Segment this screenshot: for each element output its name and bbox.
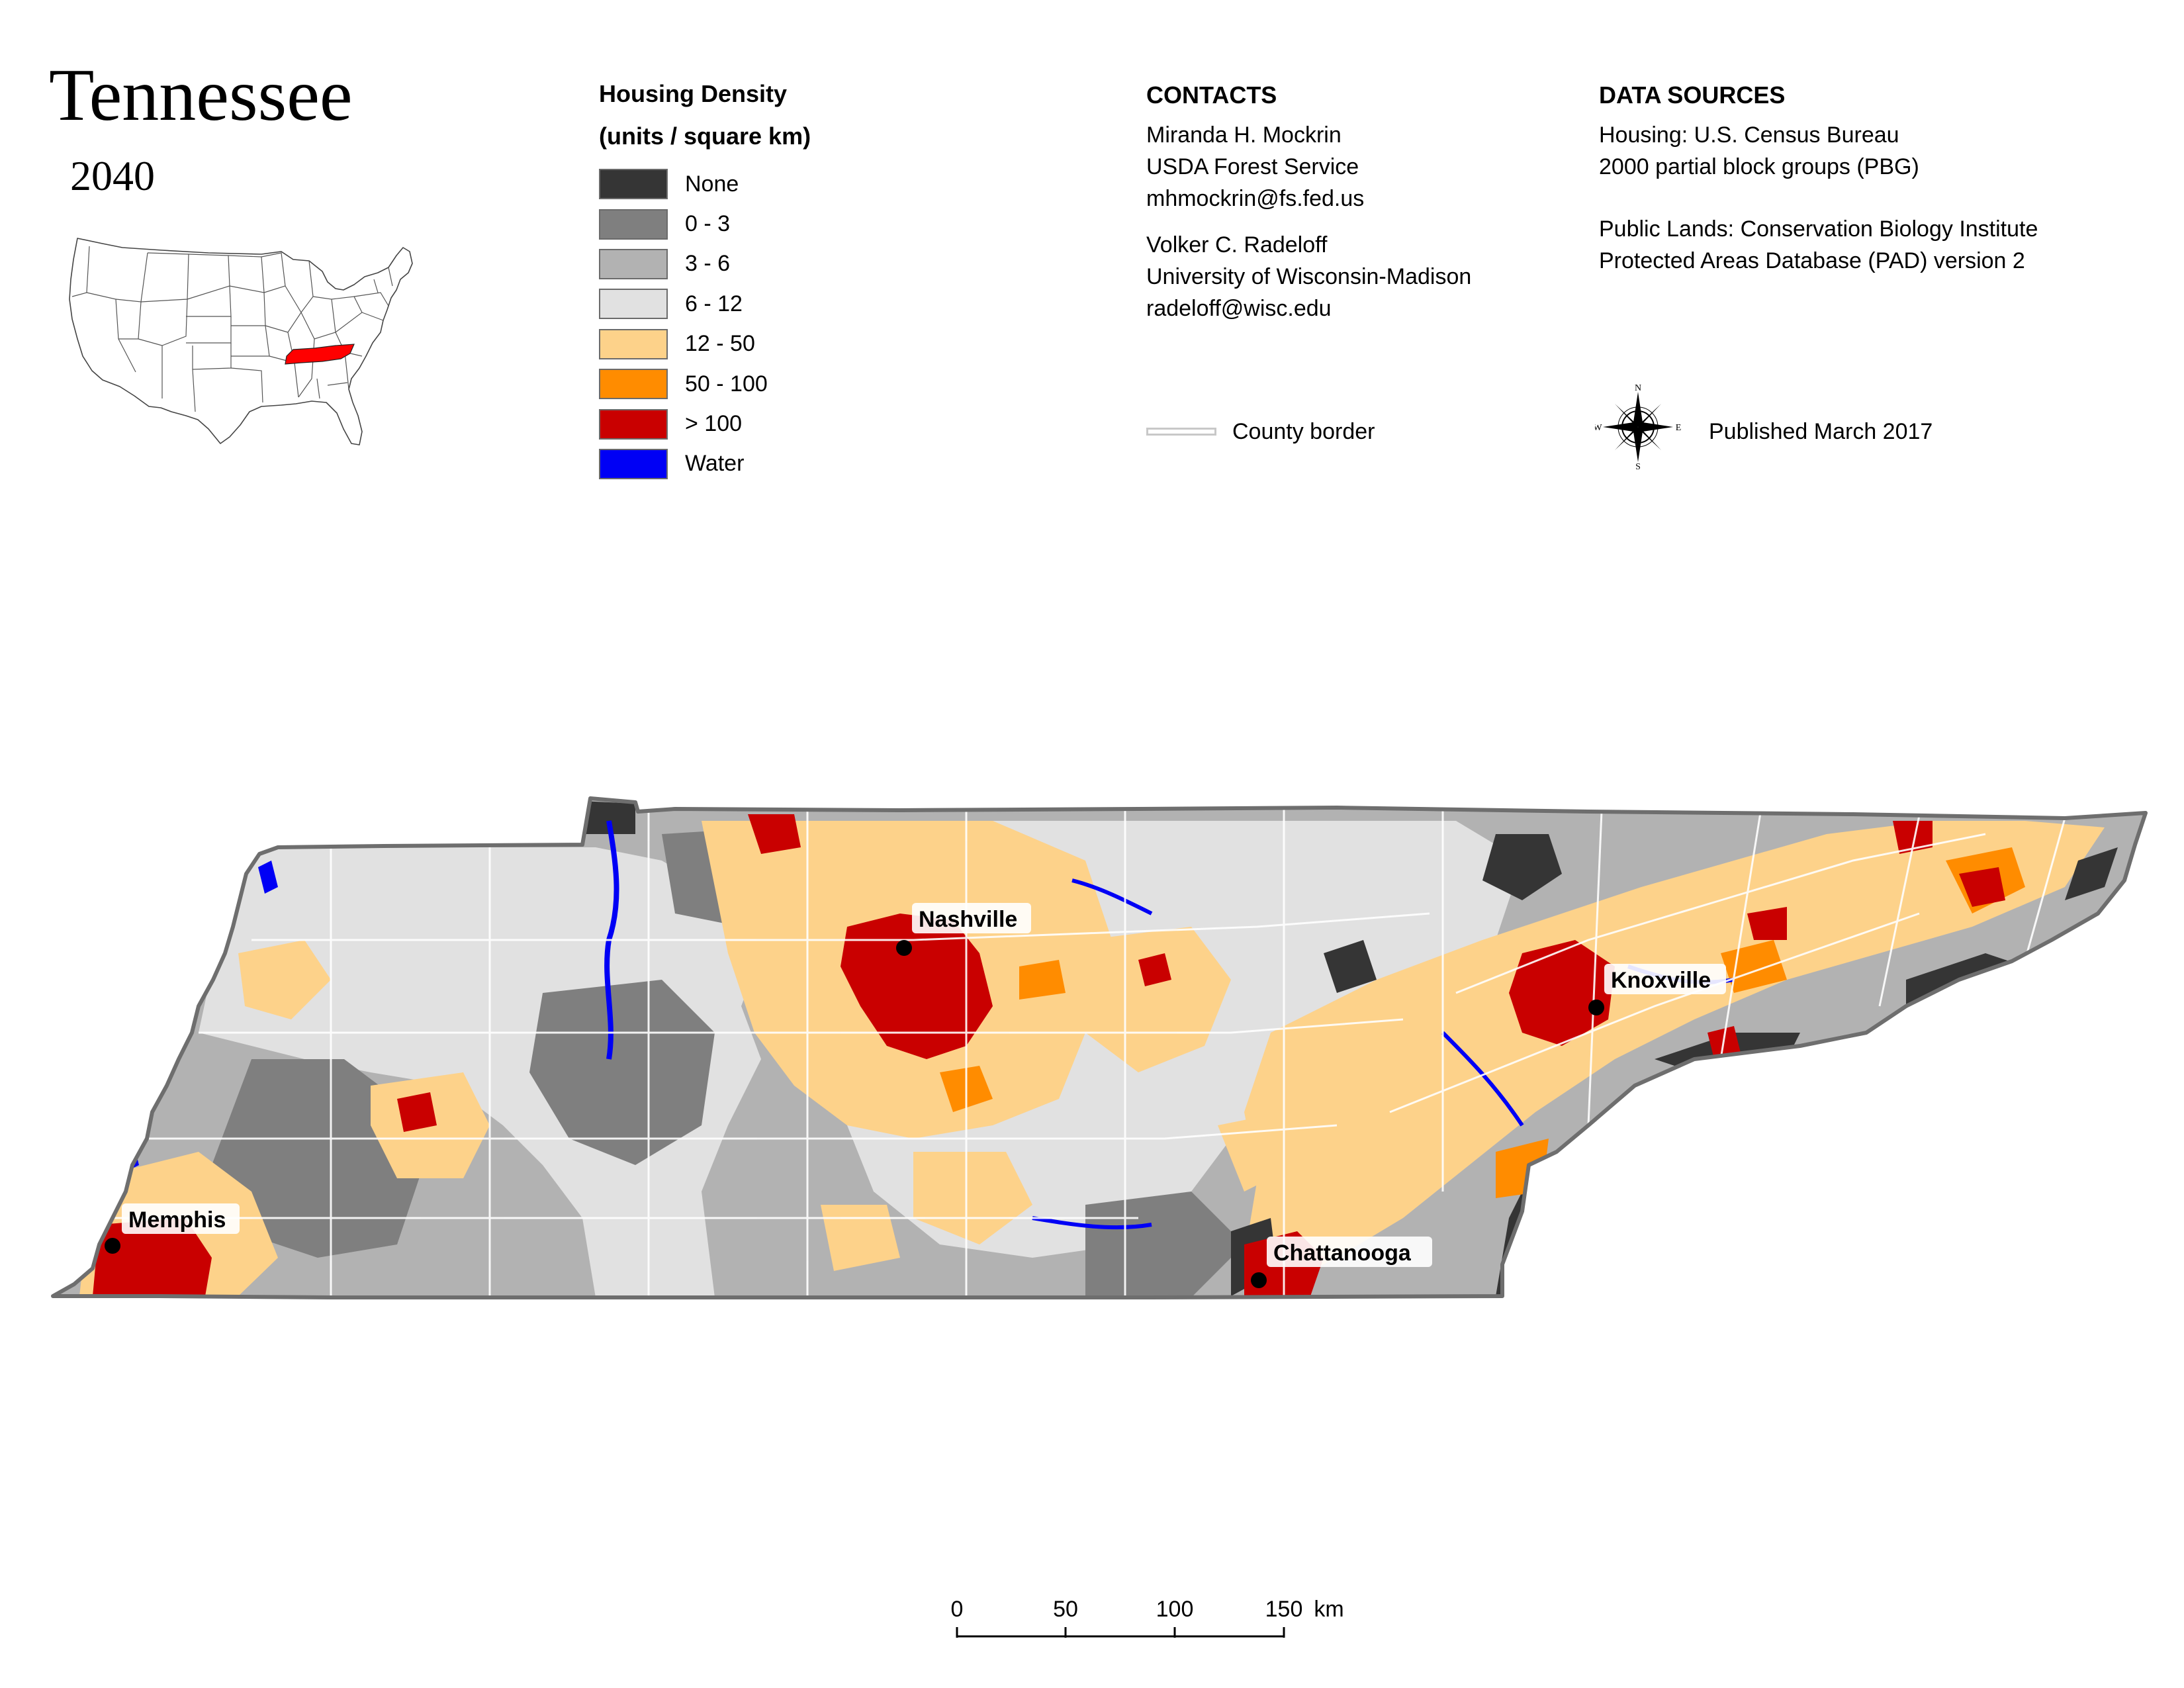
legend-label: 3 - 6 (685, 251, 731, 277)
none-land-between-lakes (582, 801, 635, 834)
legend-label: Water (685, 451, 745, 477)
none-catoosa (1324, 940, 1377, 993)
red-knoxville (1509, 940, 1615, 1046)
city-label: Chattanooga (1273, 1241, 1412, 1266)
compass-n: N (1635, 384, 1641, 393)
city-memphis[interactable]: Memphis (105, 1203, 240, 1254)
scale-tick-150: 150 (1265, 1597, 1303, 1622)
compass-e: E (1676, 423, 1681, 433)
legend-swatch (599, 448, 668, 479)
legend-swatch (599, 248, 668, 279)
scale-tick-0: 0 (951, 1597, 964, 1622)
tennessee-housing-density-map: Memphis Nashville Knoxville Chattanooga (51, 796, 2148, 1299)
compass-w: W (1595, 423, 1602, 433)
none-northeast (2065, 847, 2118, 900)
state-outline (51, 796, 2148, 1299)
contact-radeloff: Volker C. Radeloff University of Wiscons… (1146, 229, 1471, 324)
legend-title: Housing Density (599, 80, 788, 107)
county-borders (106, 809, 2066, 1297)
data-sources-heading: DATA SOURCES (1599, 81, 1786, 109)
northwest-town (238, 940, 331, 1019)
legend-item-water: Water (599, 444, 768, 484)
legend-label: 0 - 3 (685, 211, 731, 237)
source-line: Protected Areas Database (PAD) version 2 (1599, 248, 2025, 273)
scale-tick-50: 50 (1053, 1597, 1078, 1622)
city-label: Memphis (128, 1207, 226, 1233)
contact-name: Volker C. Radeloff (1146, 232, 1328, 258)
legend-list: None 0 - 3 3 - 6 6 - 12 12 - 50 50 - 100… (599, 164, 768, 484)
red-memphis (93, 1218, 212, 1296)
compass-rose-icon: N S W E (1595, 384, 1681, 470)
contact-email: mhmockrin@fs.fed.us (1146, 186, 1365, 211)
us-locator-map (69, 238, 413, 445)
contact-org: USDA Forest Service (1146, 154, 1359, 179)
legend-swatch (599, 328, 668, 359)
legend-item-over-100: > 100 (599, 404, 768, 444)
legend-item-none: None (599, 164, 768, 204)
county-border-label: County border (1232, 419, 1375, 444)
legend-item-12-50: 12 - 50 (599, 324, 768, 364)
legend-swatch (599, 369, 668, 400)
county-border-swatch (1146, 428, 1216, 436)
red-cookeville (1138, 953, 1171, 986)
tennessee-highlight (285, 344, 355, 365)
dark-region-tennessee-river (529, 980, 715, 1165)
source-line: 2000 partial block groups (PBG) (1599, 154, 1919, 179)
legend-units: (units / square km) (599, 122, 811, 150)
scale-tick-100: 100 (1156, 1597, 1194, 1622)
source-line: Housing: U.S. Census Bureau (1599, 122, 1899, 148)
legend-label: None (685, 171, 739, 197)
contact-name: Miranda H. Mockrin (1146, 122, 1342, 148)
legend-label: 50 - 100 (685, 371, 768, 397)
source-public-lands: Public Lands: Conservation Biology Insti… (1599, 213, 2038, 277)
legend-swatch (599, 289, 668, 320)
published-date: Published March 2017 (1709, 419, 1933, 444)
cookeville-area (1085, 927, 1231, 1072)
contacts-heading: CONTACTS (1146, 81, 1277, 109)
source-housing: Housing: U.S. Census Bureau 2000 partial… (1599, 119, 1919, 183)
scale-unit: km (1314, 1597, 1343, 1622)
legend-label: 12 - 50 (685, 331, 755, 357)
legend-item-50-100: 50 - 100 (599, 364, 768, 404)
legend-item-3-6: 3 - 6 (599, 244, 768, 284)
dark-region-east (1641, 1086, 1721, 1139)
scale-bar: 0 50 100 150 km (951, 1597, 1344, 1638)
south-central-town (821, 1205, 900, 1271)
tims-ford-lake (1032, 1216, 1152, 1230)
city-label: Nashville (919, 907, 1017, 932)
cumberland-river (1071, 878, 1153, 915)
east-tennessee-valley (1244, 821, 2105, 1284)
source-line: Public Lands: Conservation Biology Insti… (1599, 216, 2038, 242)
red-jackson (397, 1092, 437, 1132)
reelfoot-lake (258, 861, 278, 894)
map-title: Tennessee (49, 54, 353, 136)
contact-mockrin: Miranda H. Mockrin USDA Forest Service m… (1146, 119, 1364, 214)
orange-lebanon (1019, 960, 1066, 1000)
city-nashville[interactable]: Nashville (896, 903, 1031, 956)
city-knoxville[interactable]: Knoxville (1588, 964, 1726, 1015)
none-north-cumberland (1482, 834, 1562, 900)
plateau-town (1218, 1112, 1297, 1192)
red-morristown (1747, 907, 1787, 940)
us-outline (69, 238, 413, 445)
contact-org: University of Wisconsin-Madison (1146, 264, 1472, 289)
legend-swatch (599, 408, 668, 440)
tullahoma-area (913, 1152, 1032, 1244)
red-clarksville (748, 814, 801, 854)
legend-item-0-3: 0 - 3 (599, 204, 768, 244)
legend-swatch (599, 169, 668, 200)
city-chattanooga[interactable]: Chattanooga (1251, 1237, 1432, 1288)
city-label: Knoxville (1611, 968, 1711, 993)
legend-label: 6 - 12 (685, 291, 743, 316)
red-nashville (841, 914, 993, 1059)
light-region-west (199, 847, 761, 1297)
legend-swatch (599, 209, 668, 240)
legend-label: > 100 (685, 411, 743, 437)
compass-s: S (1635, 462, 1641, 470)
contact-email: radeloff@wisc.edu (1146, 296, 1332, 321)
map-year: 2040 (70, 152, 155, 199)
red-johnson-city (1959, 867, 2005, 907)
legend-item-6-12: 6 - 12 (599, 284, 768, 324)
